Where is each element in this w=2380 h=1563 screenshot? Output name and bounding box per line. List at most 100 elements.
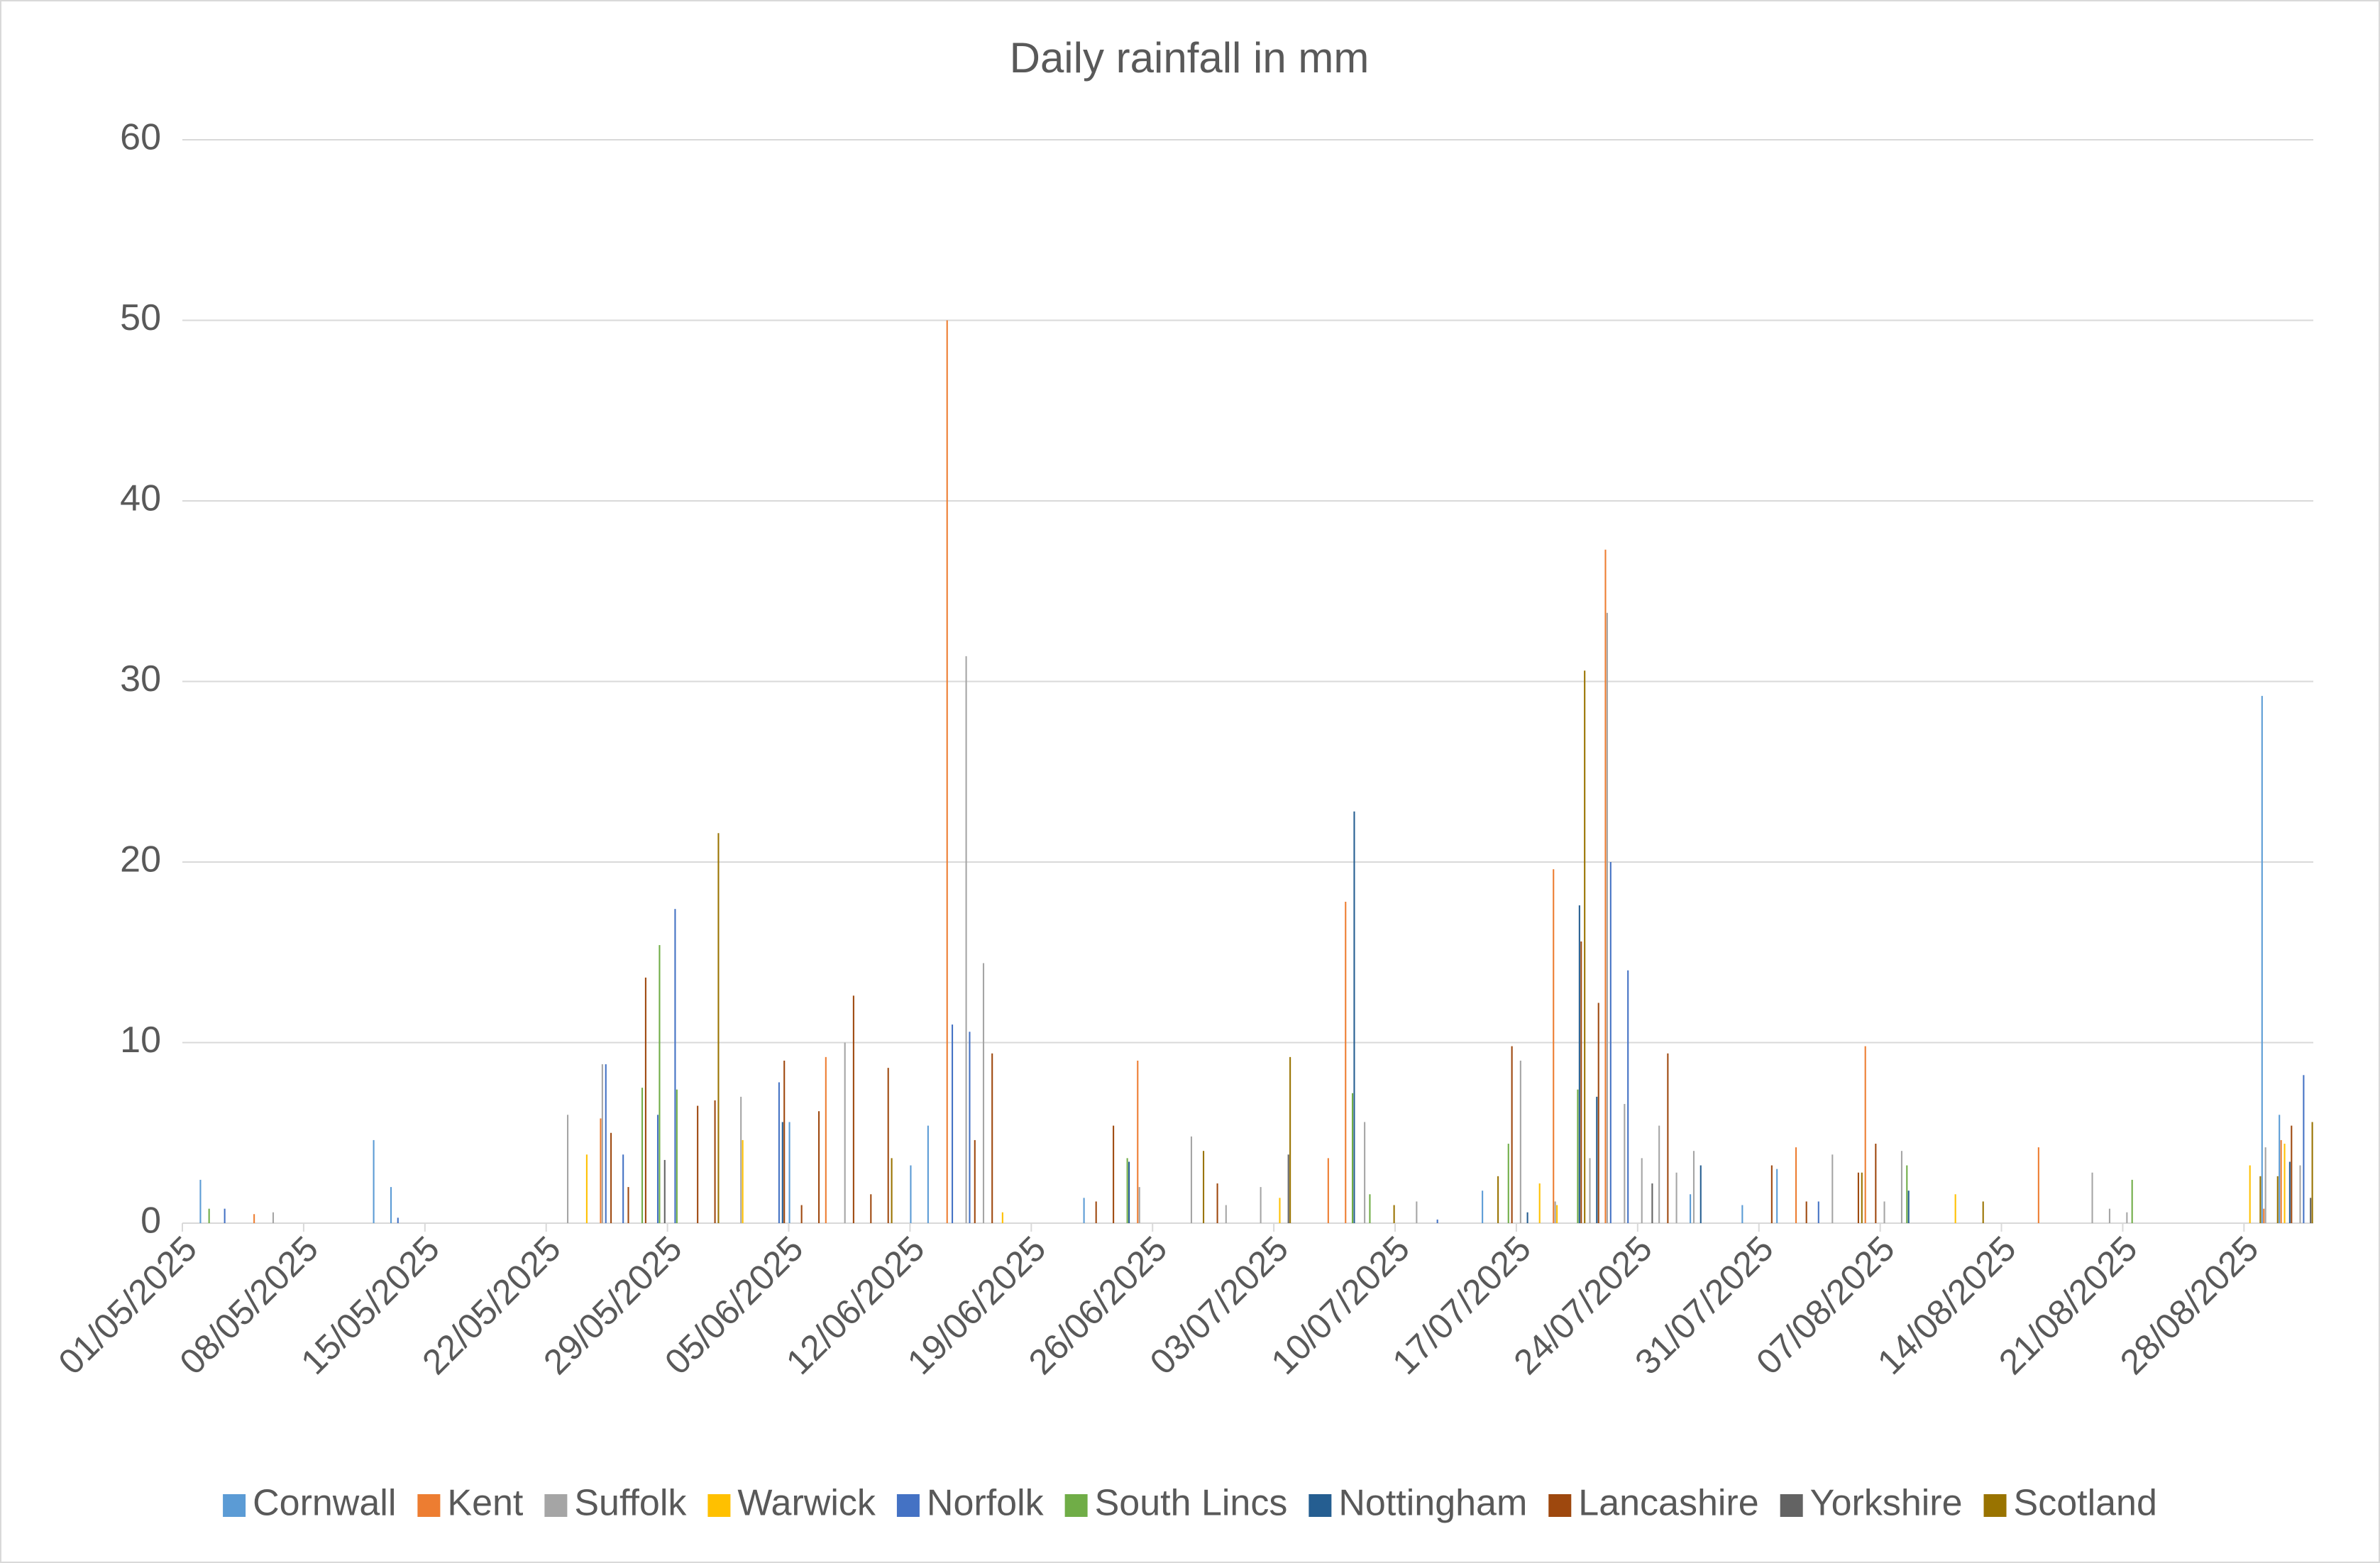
bar xyxy=(199,1179,202,1223)
bar xyxy=(1538,1183,1541,1223)
bar xyxy=(1353,811,1355,1223)
bar xyxy=(674,909,676,1223)
bar xyxy=(224,1208,226,1223)
bar xyxy=(2276,1176,2279,1223)
bar xyxy=(1287,1154,1289,1223)
bar xyxy=(1369,1194,1371,1223)
bar xyxy=(800,1205,803,1223)
bar xyxy=(969,1032,971,1223)
bar xyxy=(2299,1165,2301,1223)
bar xyxy=(2263,1208,2265,1223)
bar xyxy=(1861,1172,1863,1223)
bar xyxy=(844,1042,846,1223)
y-tick-label: 0 xyxy=(141,1200,161,1242)
bar xyxy=(1776,1169,1778,1223)
legend-label: South Lincs xyxy=(1095,1483,1288,1524)
bar xyxy=(272,1212,275,1223)
bar xyxy=(1831,1154,1834,1223)
bar xyxy=(1795,1147,1797,1223)
bar xyxy=(2303,1075,2305,1223)
legend-label: Lancashire xyxy=(1578,1483,1758,1524)
bar xyxy=(1906,1165,1908,1223)
bar xyxy=(946,320,948,1223)
bar xyxy=(1327,1158,1329,1223)
bar xyxy=(2310,1198,2312,1223)
chart-title: Daily rainfall in mm xyxy=(1010,34,1370,82)
y-tick-label: 50 xyxy=(120,297,161,338)
bar xyxy=(1675,1172,1677,1223)
legend: Cornwall Kent Suffolk Warwick Norfolk South L… xyxy=(223,1483,2157,1524)
bar xyxy=(2108,1208,2110,1223)
bar xyxy=(1126,1158,1128,1223)
bar xyxy=(676,1089,678,1223)
bar xyxy=(1095,1201,1097,1223)
bar xyxy=(974,1139,976,1223)
bar xyxy=(2037,1147,2039,1223)
bar xyxy=(1128,1161,1130,1223)
bar xyxy=(818,1111,820,1223)
bar xyxy=(982,963,985,1223)
bar xyxy=(1805,1201,1807,1223)
bar xyxy=(1556,1205,1558,1223)
bar xyxy=(390,1187,392,1223)
bar xyxy=(1627,970,1629,1223)
bar xyxy=(1597,1003,1599,1223)
bar xyxy=(1190,1136,1193,1223)
bar xyxy=(1596,1096,1598,1223)
bar xyxy=(1578,905,1580,1223)
legend-label: Norfolk xyxy=(927,1483,1045,1524)
bar xyxy=(1741,1205,1743,1223)
bar xyxy=(2288,1161,2291,1223)
bar xyxy=(1416,1201,1418,1223)
bar xyxy=(1658,1125,1660,1223)
bar xyxy=(742,1139,744,1223)
bar xyxy=(656,1115,659,1223)
bar xyxy=(1507,1144,1509,1223)
bar xyxy=(1857,1172,1859,1223)
bar xyxy=(1203,1151,1205,1223)
bar xyxy=(1482,1191,1484,1223)
bar xyxy=(2249,1165,2251,1223)
bar xyxy=(1351,1093,1354,1223)
bar xyxy=(641,1088,644,1223)
bar xyxy=(1651,1183,1653,1223)
legend-swatch xyxy=(1983,1494,2007,1517)
bar xyxy=(1770,1165,1773,1223)
bar xyxy=(740,1096,742,1223)
legend-swatch xyxy=(417,1494,441,1517)
bar xyxy=(1137,1060,1139,1223)
bar xyxy=(659,945,661,1223)
bar xyxy=(965,656,967,1223)
bar xyxy=(1606,612,1608,1223)
legend-swatch xyxy=(1548,1494,1572,1517)
bar xyxy=(1609,862,1612,1223)
bar xyxy=(1982,1201,1984,1223)
bar xyxy=(1497,1176,1499,1223)
y-tick-label: 10 xyxy=(120,1020,161,1061)
bar xyxy=(1817,1201,1819,1223)
bar xyxy=(887,1068,889,1223)
bar xyxy=(1589,1158,1591,1223)
bar xyxy=(783,1060,786,1223)
bar xyxy=(1393,1205,1395,1223)
legend-swatch xyxy=(223,1494,246,1517)
legend-label: Warwick xyxy=(737,1483,876,1524)
bar xyxy=(781,1122,783,1223)
bar xyxy=(1584,670,1586,1223)
bar xyxy=(2126,1212,2128,1223)
bar xyxy=(1900,1151,1903,1223)
bar xyxy=(891,1158,893,1223)
bar xyxy=(2264,1147,2266,1223)
bar xyxy=(870,1194,872,1223)
bar xyxy=(1436,1219,1438,1223)
bar xyxy=(952,1024,954,1223)
bar xyxy=(208,1208,210,1223)
bar xyxy=(2291,1125,2293,1223)
legend-label: Cornwall xyxy=(253,1483,396,1524)
bar xyxy=(1577,1089,1579,1223)
bar xyxy=(1624,1104,1626,1223)
bar xyxy=(1345,901,1347,1223)
bar xyxy=(373,1139,375,1223)
bar xyxy=(1113,1125,1115,1223)
